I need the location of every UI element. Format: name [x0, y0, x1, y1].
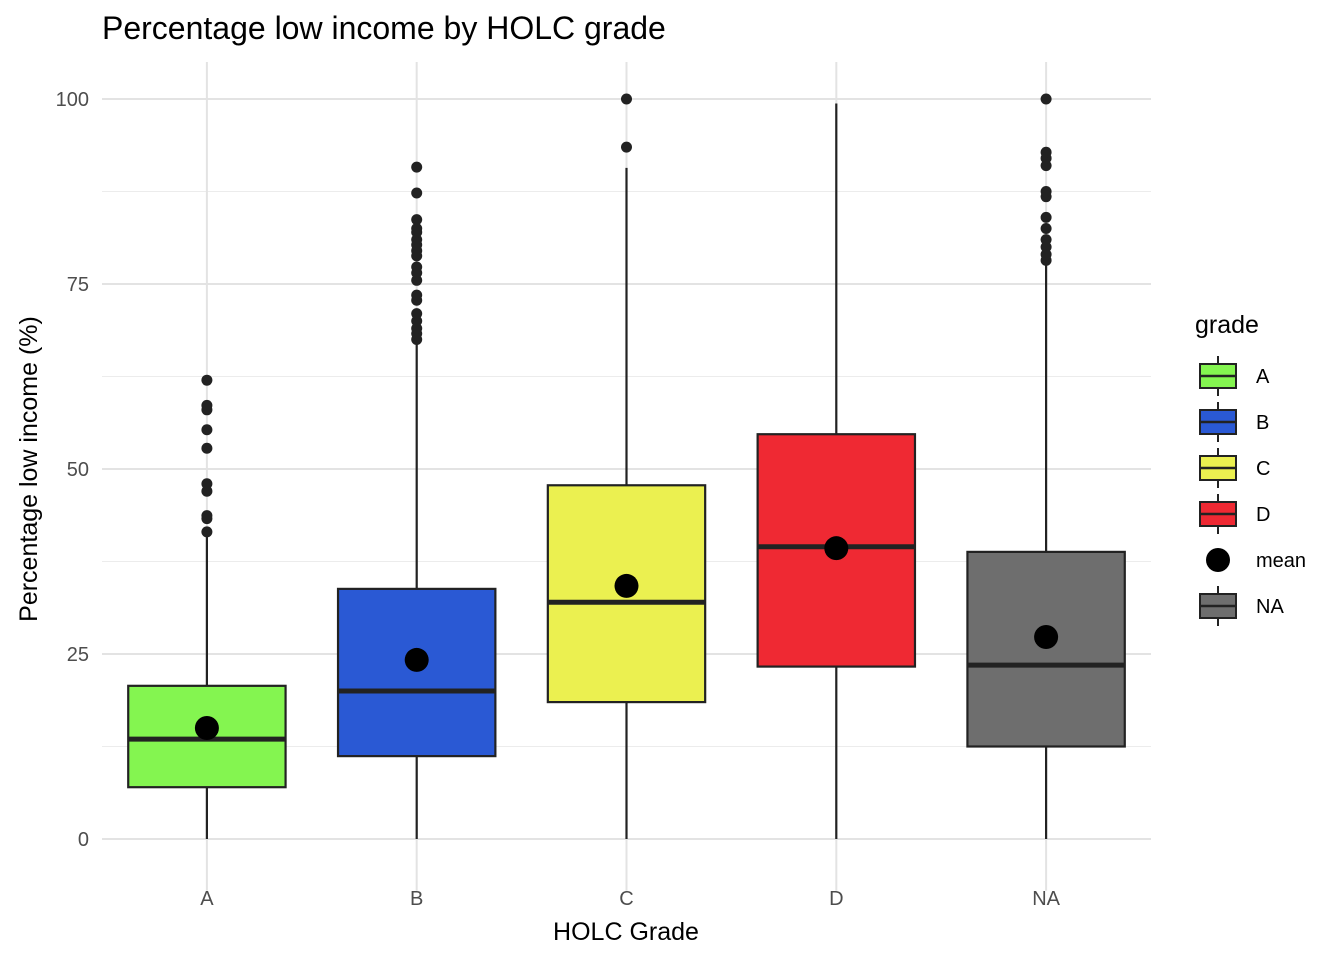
outlier-point	[1040, 223, 1052, 234]
legend-key-point	[1206, 548, 1230, 572]
legend-label: B	[1256, 412, 1269, 434]
axis-layer: 0 25 50 75 100 A B C D NA	[56, 89, 1061, 910]
box-group-a	[127, 374, 287, 839]
mean-point	[1034, 624, 1059, 649]
x-tick-label: A	[200, 888, 214, 910]
box	[336, 587, 497, 758]
chart-title: Percentage low income by HOLC grade	[102, 10, 666, 46]
legend-label: C	[1256, 458, 1270, 480]
outlier-point	[1040, 186, 1052, 197]
outlier-point	[411, 187, 423, 199]
outlier-point	[201, 399, 213, 411]
legend-item-mean: mean	[1206, 548, 1306, 572]
outlier-point	[201, 424, 213, 436]
y-tick-label: 25	[67, 644, 89, 666]
x-tick-label: C	[619, 888, 633, 910]
y-tick-label: 100	[56, 89, 89, 111]
outlier-point	[201, 510, 213, 522]
box	[966, 550, 1126, 748]
outlier-point	[1040, 146, 1052, 158]
outlier-point	[411, 161, 423, 173]
mean-point	[194, 716, 219, 740]
legend-item-na: NA	[1199, 586, 1284, 626]
box-group-d	[756, 103, 917, 839]
outlier-point	[1040, 234, 1052, 246]
mean-point	[404, 647, 429, 672]
mean-point	[824, 536, 849, 561]
outlier-point	[411, 308, 423, 320]
legend-item-b: B	[1199, 402, 1269, 442]
outlier-point	[411, 261, 423, 273]
x-tick-label: D	[829, 888, 843, 910]
y-tick-label: 75	[67, 274, 89, 296]
outlier-point	[411, 223, 423, 234]
outlier-point	[621, 93, 632, 105]
outlier-point	[1040, 211, 1052, 223]
outlier-point	[411, 289, 423, 301]
legend-label: A	[1256, 366, 1270, 388]
y-tick-label: 50	[67, 459, 89, 481]
outlier-point	[201, 526, 213, 538]
legend-label: mean	[1256, 550, 1306, 572]
legend-label: D	[1256, 504, 1270, 526]
legend-item-a: A	[1199, 356, 1270, 396]
box-group-na	[966, 93, 1126, 839]
outlier-point	[411, 214, 423, 226]
legend-item-d: D	[1199, 494, 1270, 534]
x-tick-label: NA	[1032, 888, 1060, 910]
x-tick-label: B	[410, 888, 423, 910]
box-group-c	[546, 93, 707, 839]
legend-label: NA	[1256, 596, 1284, 618]
mean-point	[614, 573, 639, 598]
outlier-point	[201, 478, 213, 490]
box-group-b	[336, 161, 497, 839]
y-axis-title: Percentage low income (%)	[15, 316, 43, 622]
outlier-point	[201, 374, 213, 386]
x-axis-title: HOLC Grade	[553, 918, 699, 946]
box-layer	[127, 93, 1126, 839]
outlier-point	[1040, 93, 1052, 105]
legend-item-c: C	[1199, 448, 1270, 488]
legend-title: grade	[1195, 311, 1259, 339]
outlier-point	[621, 141, 632, 153]
outlier-point	[201, 442, 213, 454]
y-tick-label: 0	[78, 829, 89, 851]
